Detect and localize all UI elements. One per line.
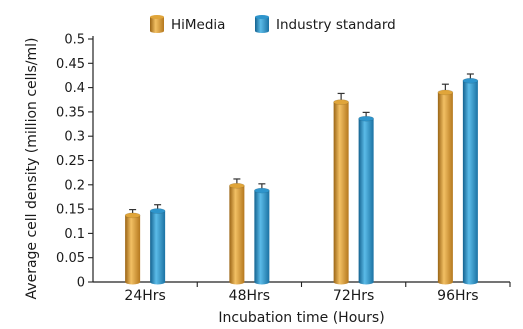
bar-industry-standard <box>254 183 270 285</box>
bar-top <box>124 212 141 219</box>
bar-body <box>254 190 270 282</box>
bars <box>124 73 479 285</box>
legend-swatch <box>255 17 269 31</box>
y-axis: 0 0.05 0.1 0.15 0.2 0.25 0.3 0.35 0.4 0.45 0.5 <box>56 33 94 291</box>
bar-top <box>333 99 349 105</box>
bar-base <box>462 279 478 285</box>
x-axis-title: Incubation time (Hours) <box>218 310 384 326</box>
bar-top <box>149 208 166 214</box>
x-tick-label: 24Hrs <box>124 288 165 304</box>
bar-base <box>150 279 166 285</box>
x-tick-label: 48Hrs <box>229 288 270 304</box>
bar-industry-standard <box>462 73 479 285</box>
bar-base <box>358 279 374 285</box>
bar-body <box>358 118 374 282</box>
bar-base <box>254 279 270 285</box>
bar-body <box>125 215 141 282</box>
legend-swatch-base <box>150 29 164 33</box>
y-tick-label: 0.4 <box>64 81 85 96</box>
legend-item-industry-standard: Industry standard <box>255 15 396 33</box>
y-tick-label: 0.1 <box>64 227 85 242</box>
bar-top <box>229 182 245 189</box>
bar-industry-standard <box>358 111 374 285</box>
legend-item-himedia: HiMedia <box>150 15 225 33</box>
x-tick-label: 96Hrs <box>437 288 478 304</box>
bar-body <box>333 102 349 283</box>
legend-label: Industry standard <box>276 17 396 33</box>
bar-himedia <box>124 208 141 285</box>
legend-label: HiMedia <box>171 17 225 33</box>
bar-industry-standard <box>149 204 166 285</box>
x-tick-label: 72Hrs <box>333 288 374 304</box>
legend: HiMedia Industry standard <box>150 15 396 33</box>
legend-swatch-top <box>150 15 164 19</box>
bar-body <box>462 80 478 283</box>
y-tick-label: 0.05 <box>56 251 85 266</box>
y-tick-label: 0.5 <box>64 33 85 48</box>
x-axis: 24Hrs 48Hrs 72Hrs 96Hrs <box>93 281 511 304</box>
bar-top <box>254 187 270 194</box>
y-tick-label: 0.2 <box>64 178 85 193</box>
legend-swatch-top <box>255 15 269 19</box>
bar-top <box>462 77 479 84</box>
bar-top <box>358 115 374 122</box>
bar-base <box>125 279 141 285</box>
y-tick-label: 0 <box>77 276 85 291</box>
bar-base <box>437 279 453 285</box>
bar-base <box>333 279 349 285</box>
bar-body <box>229 185 245 282</box>
y-tick-label: 0.25 <box>56 154 85 169</box>
y-tick-label: 0.15 <box>56 203 85 218</box>
bar-top <box>437 89 454 96</box>
legend-swatch <box>150 17 164 31</box>
bar-body <box>437 92 453 283</box>
y-tick-label: 0.45 <box>56 57 85 72</box>
bar-himedia <box>437 83 454 285</box>
bar-himedia <box>333 92 349 285</box>
bar-body <box>150 211 166 282</box>
bar-base <box>229 279 245 285</box>
bar-himedia <box>229 178 245 285</box>
y-tick-label: 0.3 <box>64 130 85 145</box>
legend-swatch-base <box>255 29 269 33</box>
y-tick-label: 0.35 <box>56 105 85 120</box>
y-axis-title: Average cell density (million cells/ml) <box>24 38 40 300</box>
